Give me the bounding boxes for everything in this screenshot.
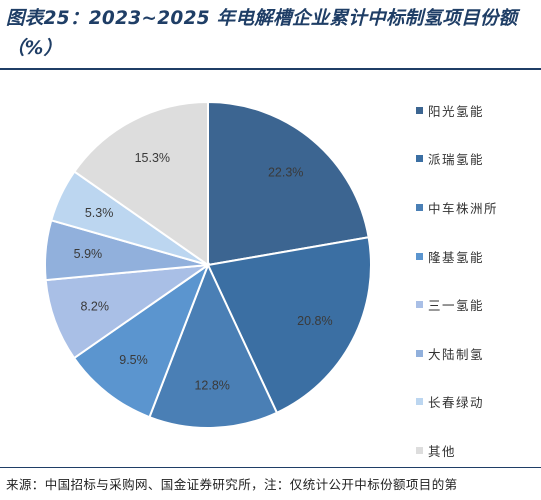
legend-swatch [416, 349, 423, 357]
chart-legend: 阳光氢能派瑞氢能中车株洲所隆基氢能三一氢能大陆制氢长春绿动其他 [416, 86, 498, 475]
legend-swatch [416, 155, 423, 163]
legend-label: 其他 [428, 443, 457, 459]
legend-label: 派瑞氢能 [428, 152, 485, 168]
legend-item: 长春绿动 [416, 378, 498, 427]
pie-chart: 22.3% 20.8% 12.8% 9.5% 8.2% 5.9% 5.3% 15.3% [44, 100, 372, 429]
pie-slice [72, 262, 211, 419]
legend-item: 隆基氢能 [416, 232, 498, 281]
title-divider [0, 68, 541, 70]
pie-value-labels: 22.3% 20.8% 12.8% 9.5% 8.2% 5.9% 5.3% 15.3% [74, 151, 333, 393]
legend-item: 三一氢能 [416, 280, 498, 329]
pie-slice [207, 100, 370, 267]
legend-item: 中车株洲所 [416, 183, 498, 232]
chart-title: 图表25：2023~2025 年电解槽企业累计中标制氢项目份额（%） [6, 8, 518, 59]
slice-value-label: 8.2% [80, 299, 109, 313]
legend-item: 阳光氢能 [416, 86, 498, 135]
legend-item: 派瑞氢能 [416, 135, 498, 184]
slice-value-label: 20.8% [297, 314, 332, 328]
legend-swatch [416, 252, 423, 260]
legend-label: 中车株洲所 [428, 200, 499, 216]
legend-label: 长春绿动 [428, 395, 485, 411]
legend-swatch [416, 301, 423, 309]
legend-item: 大陆制氢 [416, 329, 498, 378]
slice-value-label: 22.3% [268, 166, 303, 180]
slice-value-label: 15.3% [135, 151, 170, 165]
slice-value-label: 5.9% [74, 247, 103, 261]
pie-slice [206, 236, 372, 415]
legend-swatch [416, 106, 423, 114]
pie-slice [148, 262, 279, 429]
legend-label: 阳光氢能 [428, 103, 485, 119]
legend-label: 三一氢能 [428, 298, 485, 314]
pie-slices [44, 100, 372, 429]
footer-divider [0, 467, 541, 468]
slice-value-label: 5.3% [85, 206, 114, 220]
slice-value-label: 12.8% [194, 379, 229, 393]
legend-label: 隆基氢能 [428, 249, 485, 265]
legend-swatch [416, 398, 423, 406]
source-note: 来源：中国招标与采购网、国金证券研究所，注：仅统计公开中标份额项目的第 [6, 477, 458, 492]
legend-swatch [416, 446, 423, 454]
pie-slice [73, 100, 209, 267]
slice-value-label: 9.5% [119, 353, 148, 367]
legend-label: 大陆制氢 [428, 346, 485, 362]
legend-item: 其他 [416, 426, 498, 475]
legend-swatch [416, 203, 423, 211]
